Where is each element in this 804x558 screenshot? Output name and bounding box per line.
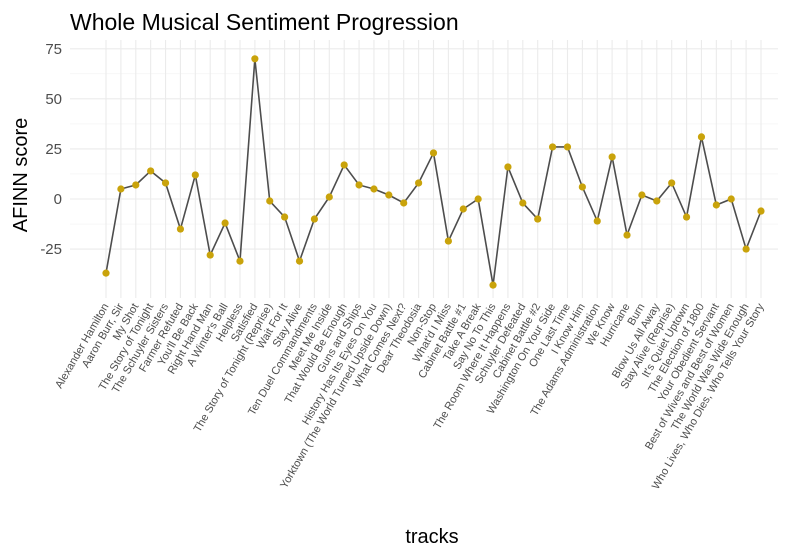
- data-point: [385, 191, 393, 199]
- data-point: [638, 191, 646, 199]
- data-point: [251, 55, 259, 63]
- data-point: [415, 179, 423, 187]
- data-point: [608, 153, 616, 161]
- data-point: [504, 163, 512, 171]
- data-point: [623, 231, 631, 239]
- data-point: [727, 195, 735, 203]
- data-point: [295, 257, 304, 265]
- data-point: [682, 213, 691, 221]
- data-point: [534, 215, 542, 223]
- data-point: [653, 197, 661, 205]
- data-point: [563, 143, 572, 151]
- data-point: [176, 225, 185, 233]
- chart-title: Whole Musical Sentiment Progression: [70, 9, 459, 35]
- data-point: [117, 185, 125, 193]
- data-point: [236, 257, 244, 265]
- data-point: [147, 167, 155, 175]
- y-tick-label: 50: [45, 91, 62, 108]
- y-tick-label: 0: [54, 191, 62, 208]
- data-point: [429, 149, 438, 157]
- grid: [70, 40, 778, 298]
- data-point: [548, 143, 557, 151]
- data-point: [742, 245, 750, 253]
- data-point: [668, 179, 676, 187]
- y-axis-title: AFINN score: [10, 118, 32, 232]
- data-point: [593, 217, 601, 225]
- data-point: [161, 179, 170, 187]
- data-point: [519, 199, 527, 207]
- data-point: [221, 219, 229, 227]
- data-point: [310, 215, 319, 223]
- data-point: [444, 237, 452, 245]
- data-point: [281, 213, 289, 221]
- data-point: [400, 199, 408, 207]
- x-axis-title: tracks: [405, 526, 458, 548]
- data-point: [206, 251, 214, 259]
- data-point: [355, 181, 363, 189]
- data-point: [370, 185, 378, 193]
- data-point: [191, 171, 199, 179]
- data-point: [474, 195, 482, 203]
- data-point: [132, 181, 140, 189]
- data-point: [459, 205, 467, 213]
- data-points: [102, 55, 765, 289]
- y-tick-label: 75: [45, 41, 62, 58]
- data-point: [340, 161, 348, 169]
- y-tick-label: 25: [45, 141, 62, 158]
- data-point: [266, 197, 274, 205]
- y-axis-ticks: -25 0 25 50 75: [40, 41, 62, 258]
- data-point: [578, 183, 586, 191]
- data-point: [697, 133, 706, 141]
- y-tick-label: -25: [40, 241, 62, 258]
- data-point: [489, 281, 497, 289]
- data-point: [757, 207, 765, 215]
- data-point: [325, 193, 333, 201]
- data-point: [712, 201, 720, 209]
- data-point: [102, 269, 110, 277]
